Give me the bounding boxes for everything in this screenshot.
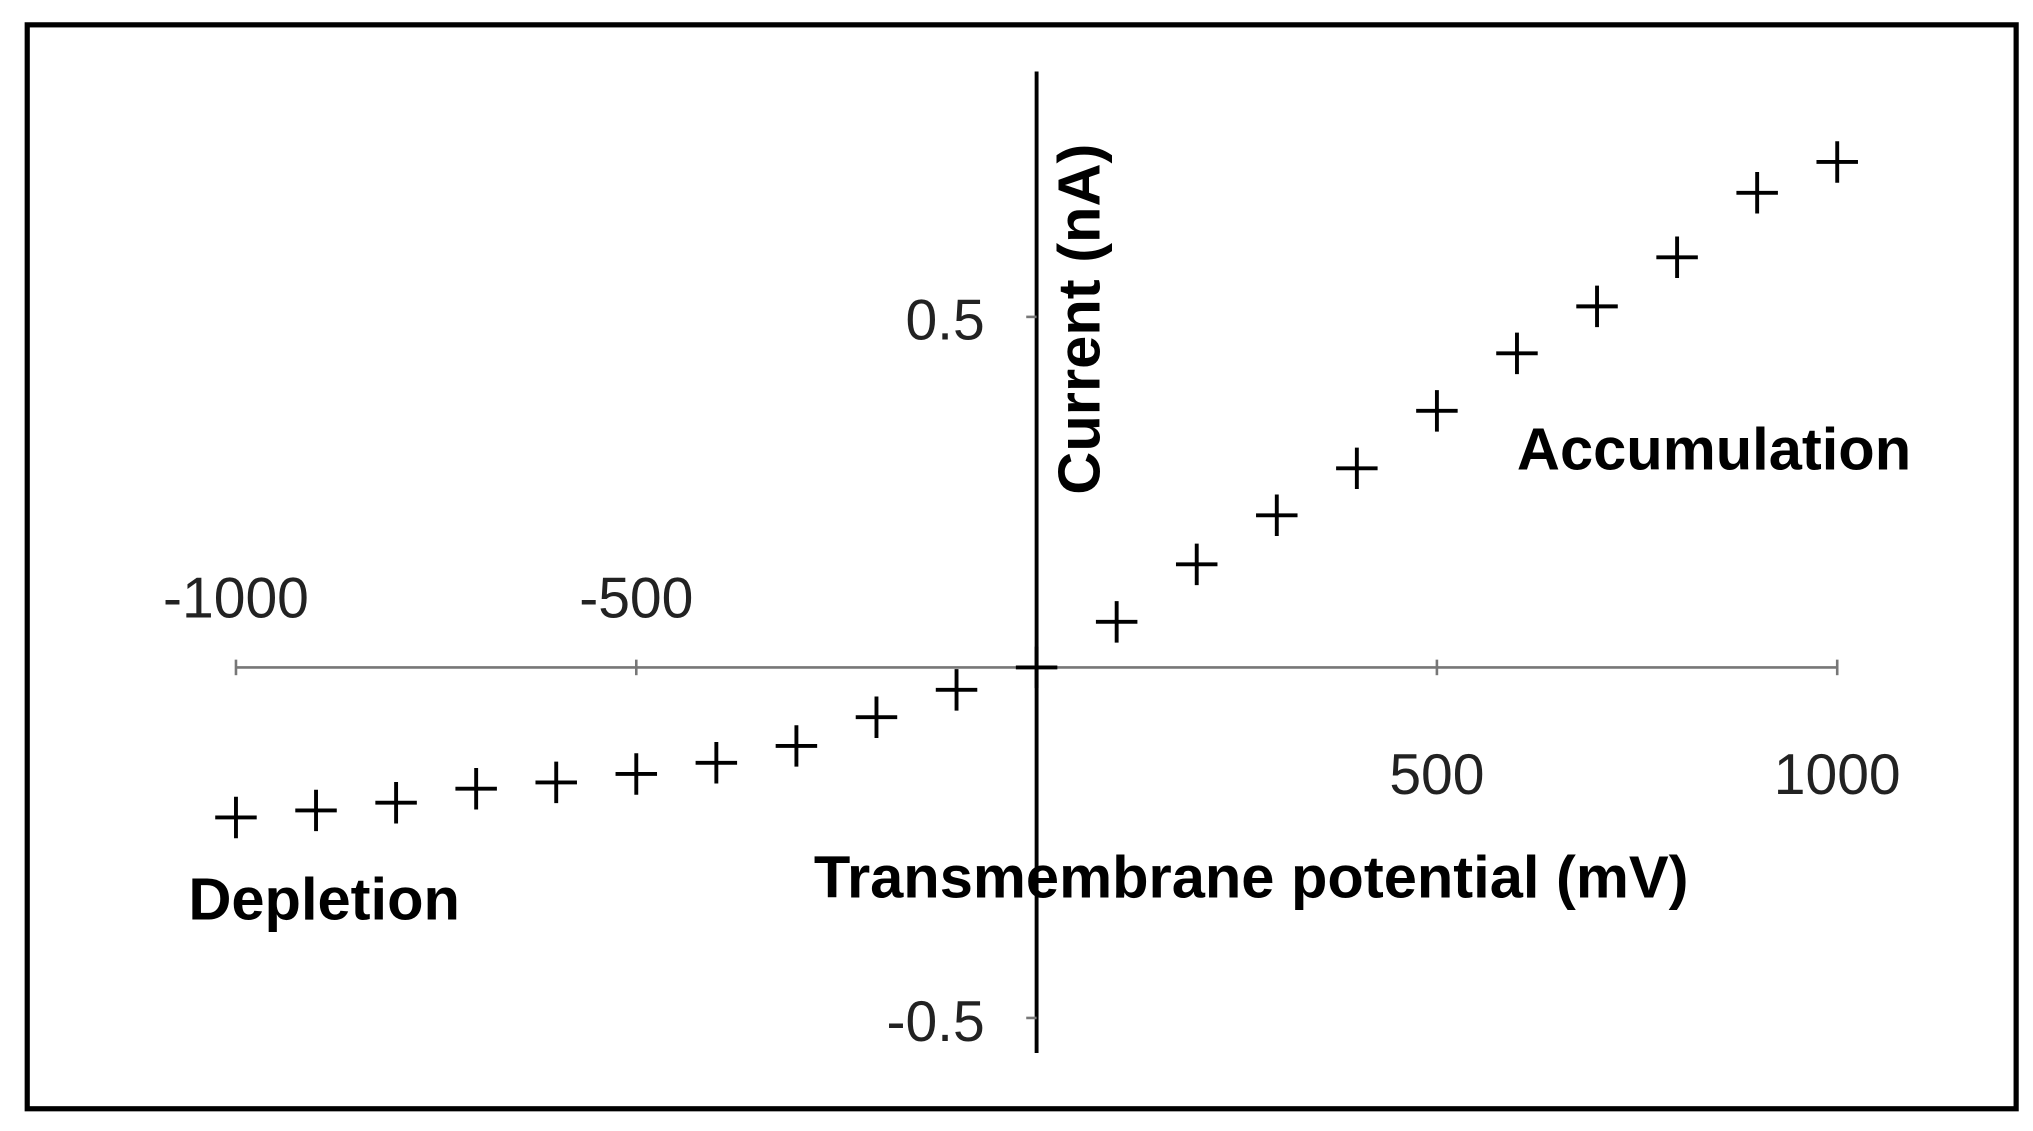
point [1416, 390, 1458, 432]
point [535, 761, 577, 804]
point [1656, 236, 1698, 279]
point [375, 781, 417, 824]
y-tick-label: 0.5 [905, 289, 984, 353]
point [615, 753, 658, 795]
point [695, 742, 738, 784]
point [1336, 447, 1378, 490]
y-axis-label: Current (nA) [1046, 144, 1113, 495]
point [1736, 172, 1778, 214]
point [775, 725, 818, 767]
x-axis-label: Transmembrane potential (mV) [814, 844, 1689, 911]
point [1256, 494, 1298, 537]
point [295, 789, 337, 832]
y-tick-label: -0.5 [886, 990, 984, 1054]
annotation: Accumulation [1517, 416, 1911, 483]
x-tick-label: 500 [1389, 743, 1484, 807]
x-tick-label: -500 [579, 567, 693, 631]
point [1496, 332, 1538, 375]
x-tick-label: -1000 [163, 567, 309, 631]
point [215, 796, 257, 839]
point [935, 669, 978, 711]
point [1095, 601, 1138, 643]
frame [24, 22, 2019, 1112]
point [455, 767, 497, 810]
point [1576, 285, 1618, 328]
point [1175, 543, 1218, 586]
point [1015, 646, 1058, 689]
point [855, 696, 898, 738]
point [1816, 141, 1858, 183]
x-tick-label: 1000 [1774, 743, 1901, 807]
annotation: Depletion [188, 866, 460, 933]
